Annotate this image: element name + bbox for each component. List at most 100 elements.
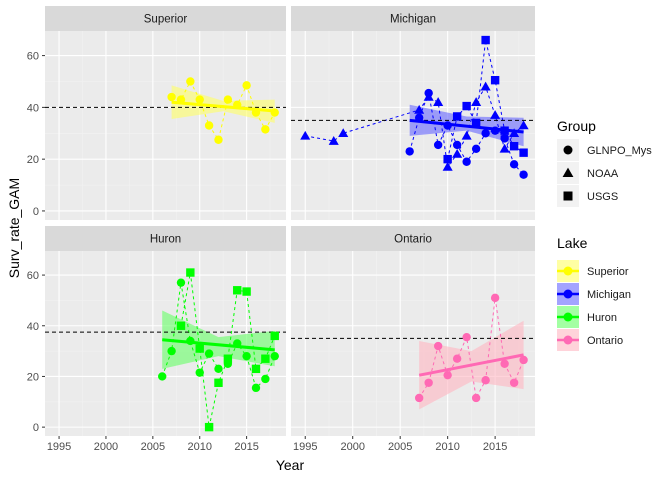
data-point-usgs bbox=[233, 286, 242, 295]
data-point-glnpo_mys bbox=[414, 393, 424, 403]
data-point-glnpo_mys bbox=[509, 160, 519, 169]
legend-label: USGS bbox=[587, 191, 618, 203]
data-point-noaa bbox=[471, 97, 482, 106]
data-point-noaa bbox=[442, 161, 453, 171]
data-point-usgs bbox=[186, 268, 195, 277]
data-point-usgs bbox=[176, 321, 186, 330]
data-point-glnpo_mys bbox=[481, 129, 490, 138]
data-point-usgs bbox=[195, 344, 204, 353]
x-tick-label: 2010 bbox=[435, 441, 459, 453]
data-point-glnpo_mys bbox=[405, 147, 414, 156]
data-point-usgs bbox=[214, 378, 223, 387]
data-point-glnpo_mys bbox=[158, 372, 167, 381]
legend-title: Group bbox=[557, 118, 596, 134]
facet-strip bbox=[291, 226, 535, 251]
y-tick-label: 60 bbox=[27, 270, 39, 282]
facet-strip bbox=[45, 6, 286, 31]
data-point-usgs bbox=[242, 287, 251, 296]
data-point-glnpo_mys bbox=[186, 77, 195, 86]
y-tick-label: 20 bbox=[27, 371, 39, 383]
y-tick-label: 20 bbox=[27, 154, 39, 166]
trend-line bbox=[162, 338, 275, 352]
legend-key-triangle bbox=[562, 167, 574, 178]
facet-strip bbox=[45, 226, 286, 251]
data-point-glnpo_mys bbox=[509, 378, 519, 387]
series-connector-glnpo_mys bbox=[418, 297, 525, 400]
data-point-glnpo_mys bbox=[167, 346, 176, 356]
legend-key-point bbox=[563, 266, 573, 276]
data-point-glnpo_mys bbox=[433, 140, 443, 150]
x-tick-label: 2000 bbox=[340, 441, 364, 453]
data-point-noaa bbox=[490, 110, 501, 119]
x-tick-label: 2015 bbox=[483, 441, 507, 453]
data-point-glnpo_mys bbox=[270, 351, 279, 361]
legend-lake: Lake Superior Michigan Huron Ontario bbox=[557, 235, 631, 351]
x-tick-label: 1995 bbox=[293, 441, 317, 453]
data-point-usgs bbox=[462, 101, 471, 111]
data-point-glnpo_mys bbox=[424, 378, 433, 387]
facet-ontario: Ontario 1995 2000 2005 2010 2015 bbox=[291, 226, 535, 453]
data-point-noaa bbox=[509, 128, 520, 138]
data-point-glnpo_mys bbox=[433, 341, 443, 351]
data-point-usgs bbox=[481, 35, 490, 45]
data-point-glnpo_mys bbox=[471, 144, 481, 154]
data-point-noaa bbox=[338, 128, 349, 138]
panel-background bbox=[45, 31, 286, 220]
legend-label: GLNPO_Mys bbox=[587, 145, 652, 157]
data-point-usgs bbox=[270, 331, 279, 341]
x-tick-label: 1995 bbox=[47, 441, 71, 453]
x-tick-label: 2010 bbox=[187, 441, 211, 453]
facet-strip-label: Michigan bbox=[390, 14, 436, 26]
data-point-glnpo_mys bbox=[452, 140, 462, 150]
legend-label: Huron bbox=[587, 312, 617, 324]
data-point-noaa bbox=[461, 130, 472, 140]
data-point-noaa bbox=[328, 135, 339, 145]
legend-label: Ontario bbox=[587, 335, 623, 347]
data-point-glnpo_mys bbox=[443, 370, 452, 380]
facet-strip bbox=[291, 6, 535, 31]
data-point-noaa bbox=[518, 120, 529, 130]
data-point-glnpo_mys bbox=[261, 125, 270, 134]
data-point-noaa bbox=[480, 81, 491, 91]
data-point-glnpo_mys bbox=[186, 336, 195, 346]
x-tick-label: 2000 bbox=[94, 441, 118, 453]
x-axis-title: Year bbox=[276, 457, 305, 473]
data-point-glnpo_mys bbox=[195, 368, 204, 377]
x-tick-label: 2005 bbox=[141, 441, 165, 453]
legend-label: Michigan bbox=[587, 289, 631, 301]
data-point-noaa bbox=[423, 91, 434, 101]
data-point-glnpo_mys bbox=[233, 100, 242, 109]
data-point-glnpo_mys bbox=[167, 92, 176, 102]
data-point-glnpo_mys bbox=[242, 81, 251, 90]
data-point-glnpo_mys bbox=[443, 121, 452, 130]
data-point-usgs bbox=[500, 126, 509, 135]
facet-strip-label: Superior bbox=[144, 14, 188, 26]
data-point-usgs bbox=[251, 364, 261, 374]
facet-huron: Huron 0 20 40 60 1995 2000 2005 2010 2015 bbox=[27, 226, 286, 453]
data-point-glnpo_mys bbox=[270, 108, 279, 117]
data-point-glnpo_mys bbox=[204, 349, 214, 358]
data-point-glnpo_mys bbox=[519, 170, 528, 179]
data-point-glnpo_mys bbox=[462, 332, 471, 342]
data-point-glnpo_mys bbox=[500, 134, 509, 143]
data-point-glnpo_mys bbox=[176, 278, 186, 287]
data-point-glnpo_mys bbox=[471, 393, 481, 403]
y-tick-label: 60 bbox=[27, 51, 39, 63]
x-tick-label: 2005 bbox=[388, 441, 412, 453]
x-tick-label: 2015 bbox=[234, 441, 258, 453]
data-point-noaa bbox=[300, 130, 311, 140]
data-point-glnpo_mys bbox=[214, 135, 223, 144]
data-point-usgs bbox=[519, 148, 528, 157]
data-point-glnpo_mys bbox=[251, 108, 261, 117]
legend-key-circle bbox=[563, 145, 573, 155]
data-point-glnpo_mys bbox=[490, 126, 500, 135]
data-point-glnpo_mys bbox=[500, 359, 509, 368]
legend-key-point bbox=[563, 335, 573, 345]
data-point-glnpo_mys bbox=[414, 113, 424, 122]
data-point-usgs bbox=[452, 112, 462, 121]
legend-key-square bbox=[563, 191, 573, 201]
y-tick-label: 0 bbox=[33, 422, 39, 434]
data-point-glnpo_mys bbox=[204, 121, 214, 130]
data-point-usgs bbox=[223, 354, 233, 363]
